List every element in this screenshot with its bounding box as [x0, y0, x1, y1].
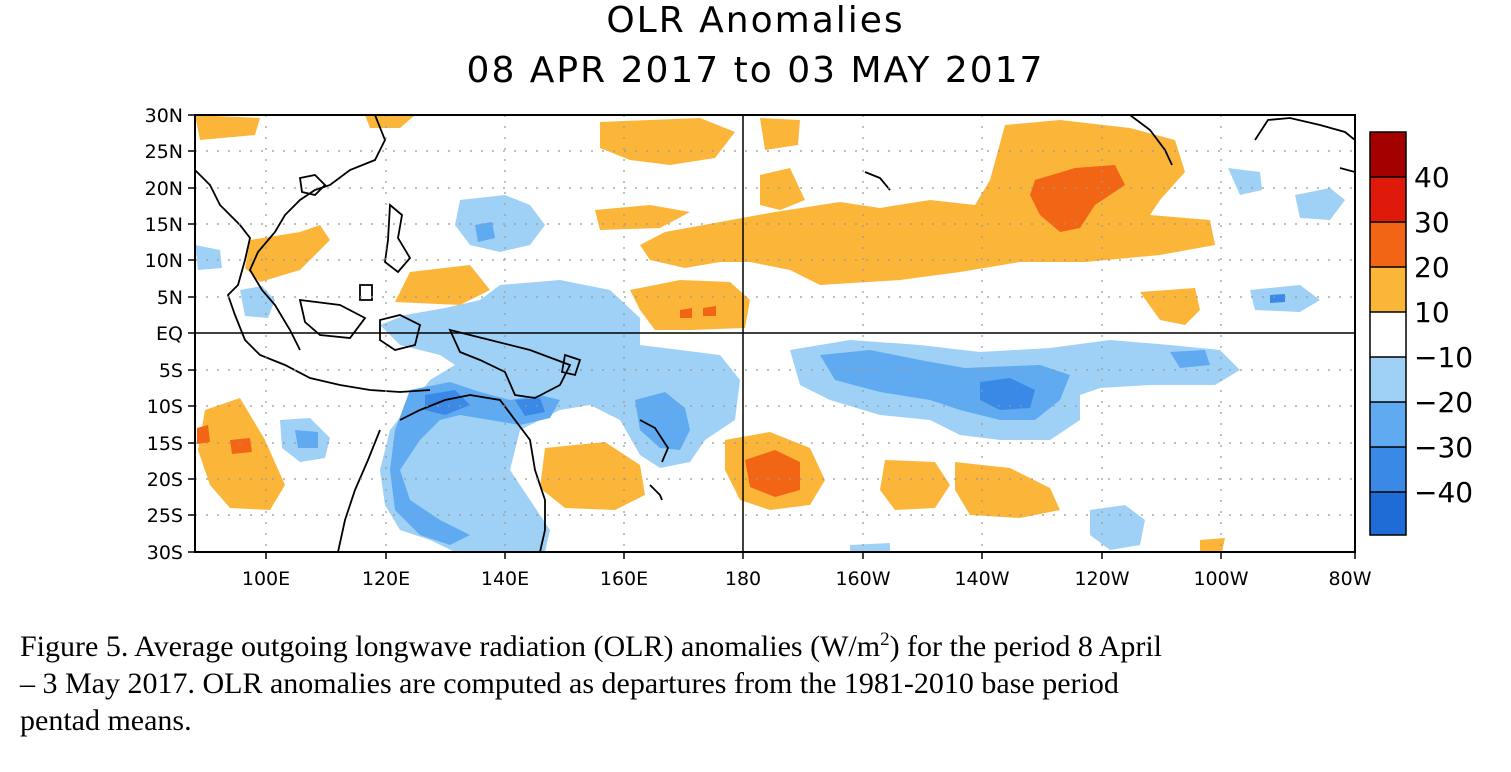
colorbar-label: −10	[1414, 341, 1473, 374]
caption-superscript: 2	[880, 629, 890, 650]
lat-labels: 30N 25N 20N 15N 10N 5N EQ 5S 10S 15S 20S…	[145, 105, 183, 564]
coastlines	[195, 115, 1355, 552]
caption-text: Figure 5. Average outgoing longwave radi…	[20, 630, 881, 663]
chart-subtitle: 08 APR 2017 to 03 MAY 2017	[466, 50, 1045, 91]
colorbar-label: 20	[1414, 251, 1450, 284]
lon-label: 180	[725, 568, 761, 590]
caption-line-2: – 3 May 2017. OLR anomalies are computed…	[20, 667, 1119, 700]
lon-label: 100W	[1193, 568, 1248, 590]
lat-label: 25N	[145, 141, 183, 163]
colorbar-label: −30	[1414, 431, 1473, 464]
lon-label: 160W	[835, 568, 890, 590]
figure-caption: Figure 5. Average outgoing longwave radi…	[20, 628, 1511, 739]
colorbar-swatch	[1370, 267, 1406, 312]
caption-line-1: Figure 5. Average outgoing longwave radi…	[20, 628, 1511, 665]
colorbar-label: −20	[1414, 386, 1473, 419]
anomaly-fields	[195, 115, 1345, 552]
lon-label: 120E	[362, 568, 410, 590]
lat-label: 10N	[145, 250, 183, 272]
strong-positive-regions	[197, 165, 1125, 497]
colorbar-swatch	[1370, 492, 1406, 535]
lat-label: 25S	[147, 505, 183, 527]
colorbar-swatch	[1370, 177, 1406, 222]
lon-label: 160E	[600, 568, 648, 590]
colorbar: 40 30 20 10 −10 −20 −30 −40	[1369, 131, 1473, 536]
lon-labels: 100E 120E 140E 160E 180 160W 140W 120W 1…	[242, 568, 1372, 590]
olr-anomaly-map: 30N 25N 20N 15N 10N 5N EQ 5S 10S 15S 20S…	[145, 105, 1473, 590]
lat-label: 5N	[157, 287, 183, 309]
colorbar-frame	[1369, 131, 1407, 536]
lat-ticks	[188, 114, 195, 553]
colorbar-swatch	[1370, 447, 1406, 492]
colorbar-label: −40	[1414, 476, 1473, 509]
colorbar-label: 30	[1414, 206, 1450, 239]
lat-label: 10S	[147, 396, 183, 418]
chart-title: OLR Anomalies	[606, 0, 905, 41]
lat-label: 30N	[145, 105, 183, 127]
lon-ticks	[265, 552, 1356, 559]
colorbar-swatch	[1370, 132, 1406, 177]
colorbar-swatch	[1370, 312, 1406, 357]
lon-label: 120W	[1074, 568, 1129, 590]
lon-label: 140E	[481, 568, 529, 590]
lat-label: 20N	[145, 178, 183, 200]
caption-text: ) for the period 8 April	[889, 630, 1162, 663]
colorbar-swatch	[1370, 402, 1406, 447]
lon-label: 100E	[242, 568, 290, 590]
lat-label: 30S	[147, 542, 183, 564]
lon-label: 140W	[954, 568, 1009, 590]
lat-label: 15S	[147, 433, 183, 455]
gridlines	[195, 115, 1355, 552]
lat-label: 15N	[145, 214, 183, 236]
colorbar-label: 10	[1414, 296, 1450, 329]
lon-label: 80W	[1329, 568, 1372, 590]
colorbar-label: 40	[1414, 161, 1450, 194]
lat-label: 5S	[159, 360, 183, 382]
positive-anomaly-regions	[195, 115, 1225, 552]
colorbar-swatch	[1370, 222, 1406, 267]
lat-label: 20S	[147, 469, 183, 491]
colorbar-swatch	[1370, 357, 1406, 402]
strong-negative-regions	[425, 294, 1285, 416]
lat-label: EQ	[156, 323, 183, 345]
caption-line-3: pentad means.	[20, 704, 192, 737]
